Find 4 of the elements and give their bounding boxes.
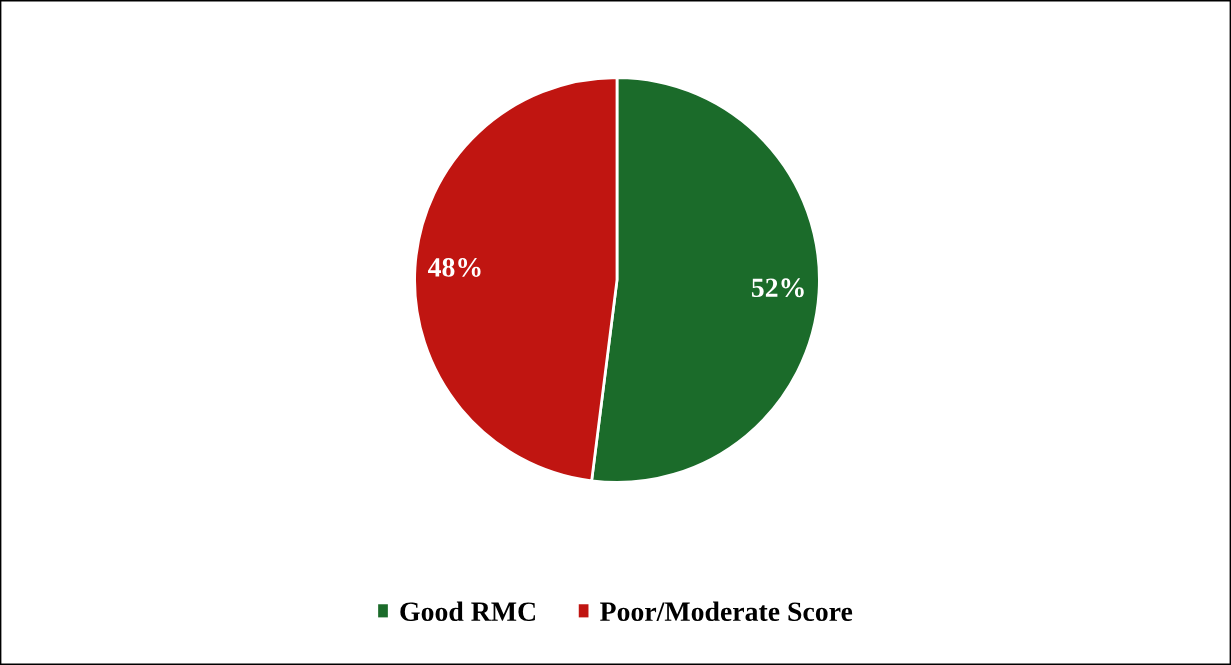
legend-label: Good RMC (400, 601, 535, 622)
data-label: 52% (751, 278, 804, 298)
legend-label: Poor/Moderate Score (600, 601, 853, 622)
data-label: 48% (428, 258, 481, 277)
